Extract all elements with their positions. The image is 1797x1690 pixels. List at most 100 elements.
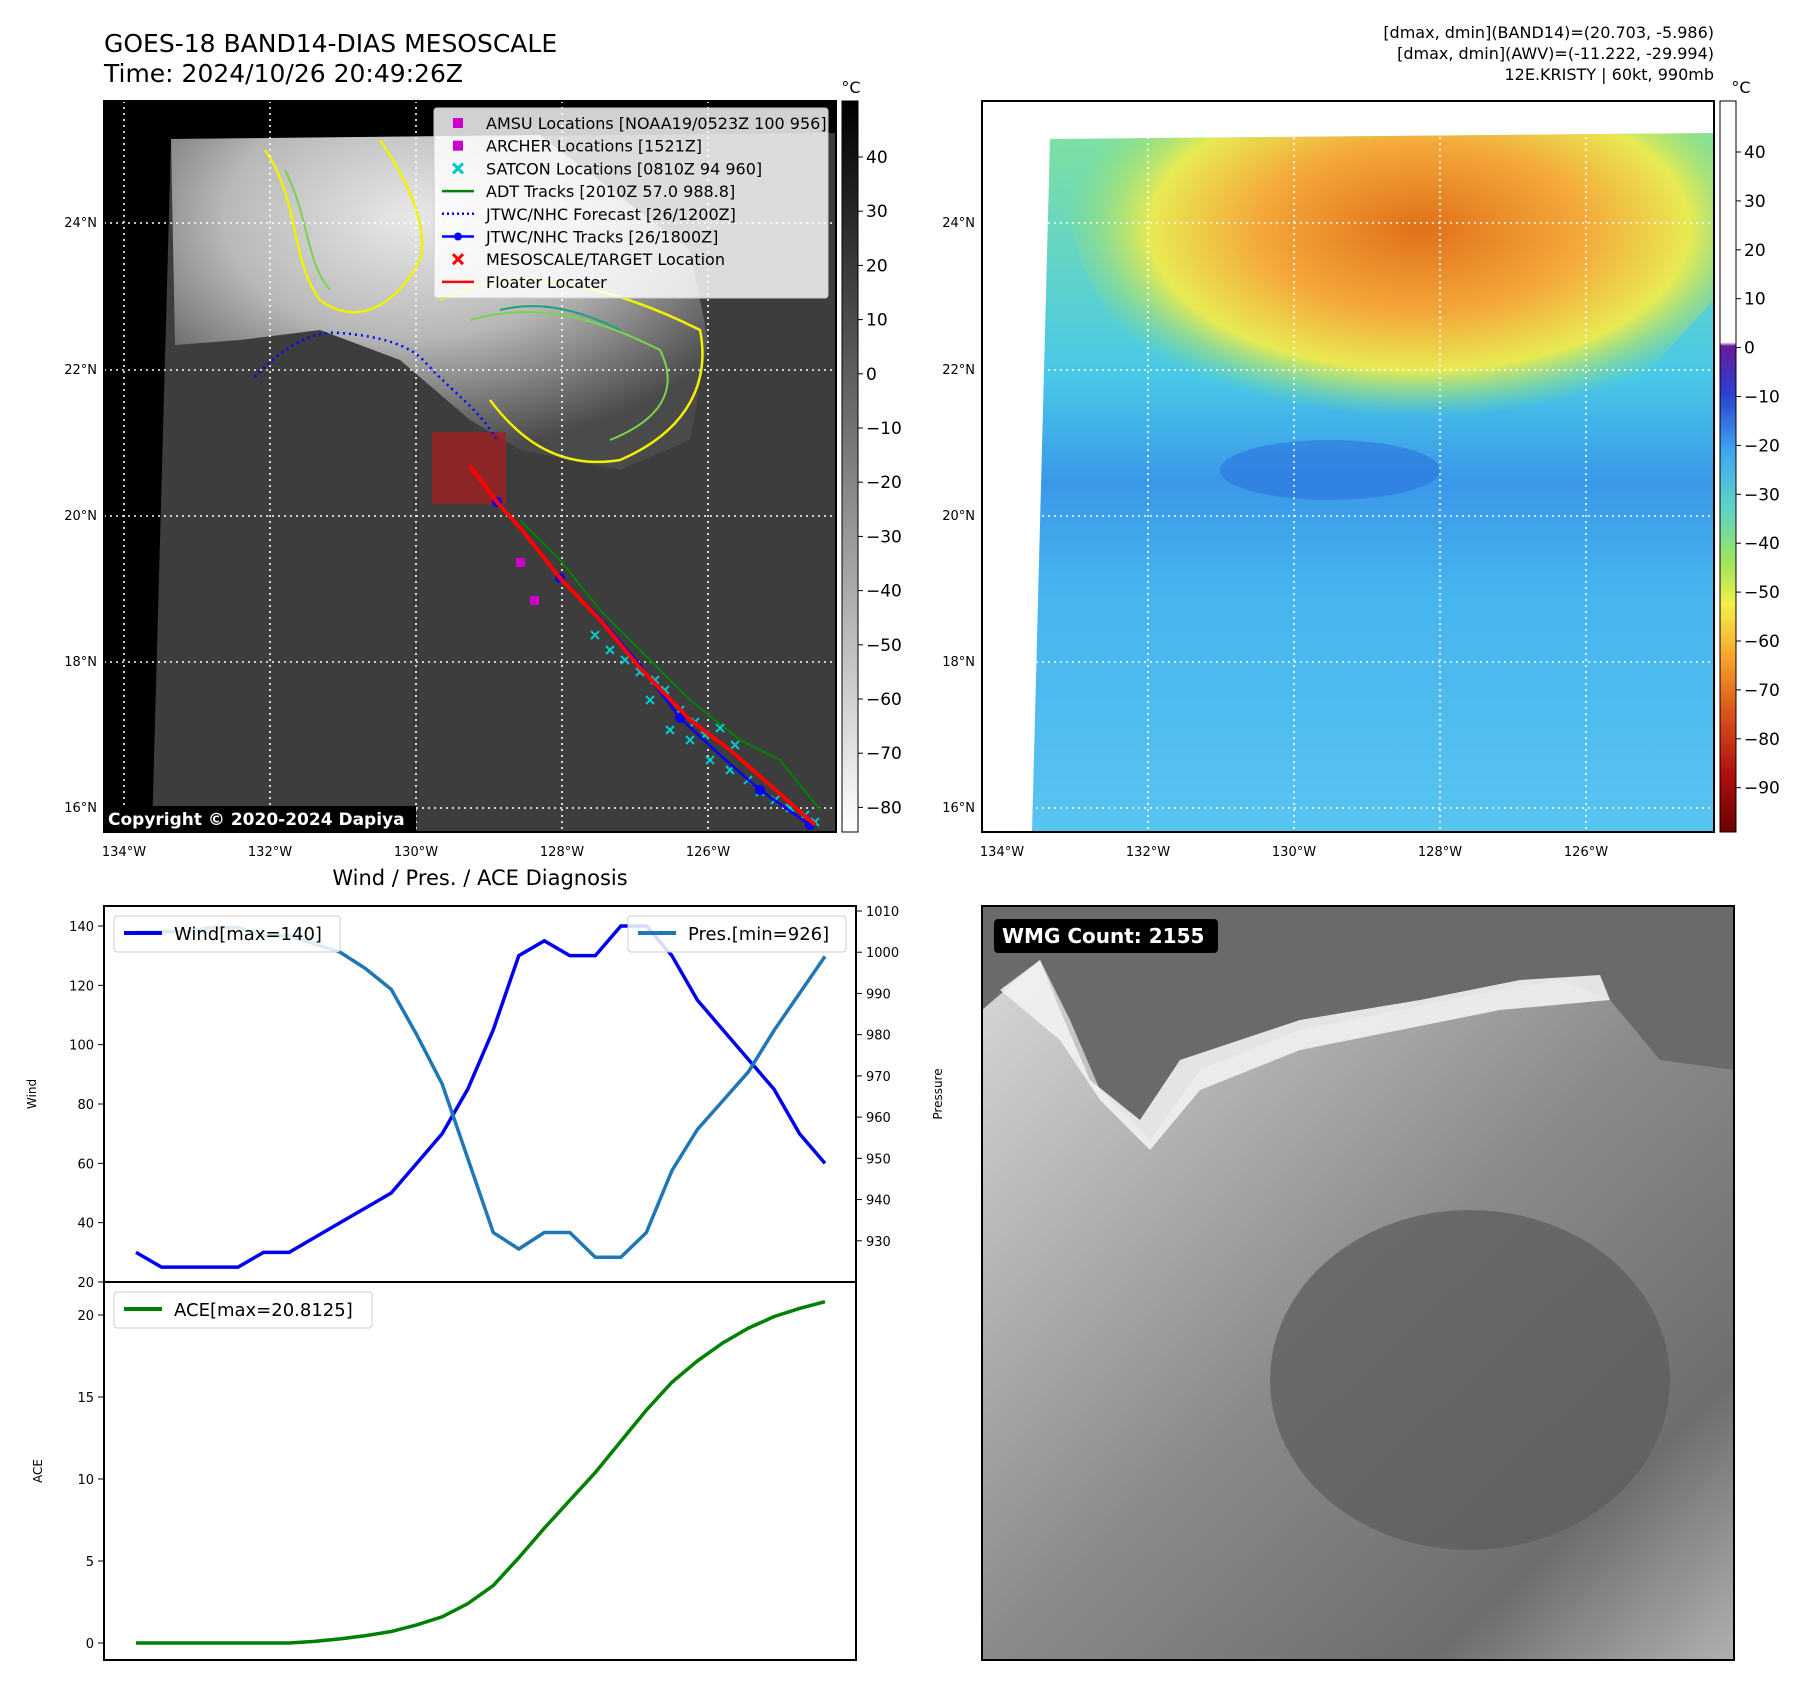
wv-dry-slot bbox=[1220, 440, 1440, 500]
jtwc-track-dot bbox=[675, 713, 685, 723]
pressure-tick-label: 940 bbox=[866, 1194, 891, 1209]
ace-axis-label: ACE bbox=[31, 1459, 45, 1483]
gray-colorbar-label: 30 bbox=[866, 202, 888, 222]
satcon-marker bbox=[605, 645, 615, 655]
figure-title: GOES-18 BAND14-DIAS MESOSCALE bbox=[104, 29, 557, 58]
wv-colorbar-label: −50 bbox=[1744, 583, 1780, 603]
wmg-panel: WMG Count: 2155 bbox=[981, 905, 1735, 1661]
wind-tick-label: 120 bbox=[69, 979, 94, 994]
legend-label: AMSU Locations [NOAA19/0523Z 100 956] bbox=[486, 114, 827, 133]
archer-marker bbox=[516, 558, 525, 567]
wind-tick-label: 20 bbox=[77, 1276, 94, 1291]
wv-map-gridlines bbox=[982, 101, 1714, 832]
copyright-box bbox=[104, 806, 416, 832]
wind-tick-label: 140 bbox=[69, 920, 94, 935]
pressure-tick-label: 1000 bbox=[866, 946, 899, 961]
gray-colorbar-label: −40 bbox=[866, 582, 902, 602]
gray-colorbar-unit: °C bbox=[841, 78, 860, 97]
satcon-marker bbox=[665, 725, 675, 735]
wind-tick-label: 60 bbox=[77, 1157, 94, 1172]
jtwc-forecast-line bbox=[254, 331, 499, 441]
gray-colorbar-label: −50 bbox=[866, 636, 902, 656]
wv-colorbar-label: −40 bbox=[1744, 534, 1780, 554]
satcon-marker bbox=[730, 740, 740, 750]
gray-colorbar-label: 10 bbox=[866, 311, 888, 331]
pressure-tick-label: 960 bbox=[866, 1111, 891, 1126]
ir-lat-label: 24°N bbox=[64, 216, 97, 231]
legend-label: JTWC/NHC Tracks [26/1800Z] bbox=[485, 228, 718, 247]
wmg-edge-highlight bbox=[1000, 960, 1610, 1150]
pressure-legend-label: Pres.[min=926] bbox=[688, 924, 829, 945]
gray-colorbar-label: −20 bbox=[866, 473, 902, 493]
wv-colorbar-label: −30 bbox=[1744, 485, 1780, 505]
info-line-3: 12E.KRISTY | 60kt, 990mb bbox=[1505, 65, 1715, 84]
wv-lon-label: 130°W bbox=[1272, 845, 1316, 860]
ir-lat-label: 18°N bbox=[64, 655, 97, 670]
pressure-legend: Pres.[min=926] bbox=[627, 915, 847, 953]
ir-lon-label: 132°W bbox=[248, 845, 292, 860]
legend-label: SATCON Locations [0810Z 94 960] bbox=[486, 159, 762, 178]
gray-colorbar-label: −70 bbox=[866, 744, 902, 764]
legend-marker bbox=[454, 232, 462, 241]
wv-colorbar-label: −20 bbox=[1744, 436, 1780, 456]
legend-label: ARCHER Locations [1521Z] bbox=[486, 137, 702, 156]
wmg-dark-core bbox=[1270, 1210, 1670, 1550]
ace-legend: ACE[max=20.8125] bbox=[113, 1291, 373, 1329]
diagnosis-title: Wind / Pres. / ACE Diagnosis bbox=[332, 866, 627, 890]
wv-colorbar: °C 40 30 20 10 0 −10 −20 −30 −40 −50 −60 −70 −80 −90 bbox=[1719, 78, 1780, 833]
wv-colorbar-unit: °C bbox=[1731, 78, 1750, 97]
ir-lat-label: 22°N bbox=[64, 363, 97, 378]
wv-map-panel bbox=[981, 100, 1715, 833]
legend-marker bbox=[451, 253, 465, 266]
wv-lat-label: 18°N bbox=[942, 655, 975, 670]
pressure-axis-label: Pressure bbox=[931, 1068, 945, 1119]
ace-chart: 0 5 10 15 20 ACE ACE[max=20.8125] bbox=[31, 1281, 857, 1661]
gray-colorbar-label: 0 bbox=[866, 365, 877, 385]
ace-series-line bbox=[136, 1299, 826, 1645]
info-line-2: [dmax, dmin](AWV)=(-11.222, -29.994) bbox=[1397, 44, 1714, 63]
legend-label: JTWC/NHC Forecast [26/1200Z] bbox=[485, 205, 736, 224]
pressure-tick-label: 990 bbox=[866, 987, 891, 1002]
satcon-marker bbox=[620, 655, 630, 665]
gray-colorbar-label: 20 bbox=[866, 256, 888, 276]
gray-colorbar-label: −60 bbox=[866, 690, 902, 710]
wind-legend: Wind[max=140] bbox=[113, 915, 341, 953]
copyright-text: Copyright © 2020-2024 Dapiya bbox=[108, 810, 405, 830]
ir-lat-label: 16°N bbox=[64, 801, 97, 816]
pressure-tick-label: 980 bbox=[866, 1029, 891, 1044]
wv-lon-label: 126°W bbox=[1564, 845, 1608, 860]
wv-lat-label: 16°N bbox=[942, 801, 975, 816]
ir-lon-label: 128°W bbox=[540, 845, 584, 860]
jtwc-track-dot bbox=[755, 785, 765, 795]
ir-lon-label: 134°W bbox=[102, 845, 146, 860]
figure-time: Time: 2024/10/26 20:49:26Z bbox=[103, 59, 463, 88]
wv-colorbar-label: 30 bbox=[1744, 192, 1766, 212]
wv-colorbar-label: −70 bbox=[1744, 681, 1780, 701]
wv-lat-label: 22°N bbox=[942, 363, 975, 378]
wv-colorbar-label: −90 bbox=[1744, 779, 1780, 799]
ir-map-panel: AMSU Locations [NOAA19/0523Z 100 956] ARC… bbox=[103, 100, 837, 833]
wv-lat-label: 24°N bbox=[942, 216, 975, 231]
amsu-marker bbox=[530, 596, 539, 605]
pressure-tick-label: 1010 bbox=[866, 905, 899, 920]
ir-lon-label: 126°W bbox=[686, 845, 730, 860]
floater-locater-track bbox=[468, 464, 817, 827]
satcon-marker bbox=[715, 723, 725, 733]
ace-tick-label: 10 bbox=[77, 1473, 94, 1488]
gray-colorbar-label: 40 bbox=[866, 148, 888, 168]
ir-lon-label: 130°W bbox=[394, 845, 438, 860]
wv-colorbar-label: 40 bbox=[1744, 143, 1766, 163]
map-legend: AMSU Locations [NOAA19/0523Z 100 956] ARC… bbox=[442, 114, 827, 292]
gray-colorbar-label: −80 bbox=[866, 798, 902, 818]
wv-map-axis-labels: 24°N 22°N 20°N 18°N 16°N 134°W 132°W 130°W 128°W… bbox=[942, 216, 1608, 860]
wind-axis-label: Wind bbox=[25, 1079, 39, 1109]
ace-tick-label: 20 bbox=[77, 1309, 94, 1324]
ace-tick-label: 15 bbox=[77, 1391, 94, 1406]
wmg-count-box bbox=[994, 919, 1218, 953]
wv-lat-label: 20°N bbox=[942, 509, 975, 524]
wv-lon-label: 134°W bbox=[980, 845, 1024, 860]
legend-label: Floater Locater bbox=[486, 273, 607, 292]
pressure-tick-label: 970 bbox=[866, 1070, 891, 1085]
satcon-marker bbox=[590, 630, 600, 640]
